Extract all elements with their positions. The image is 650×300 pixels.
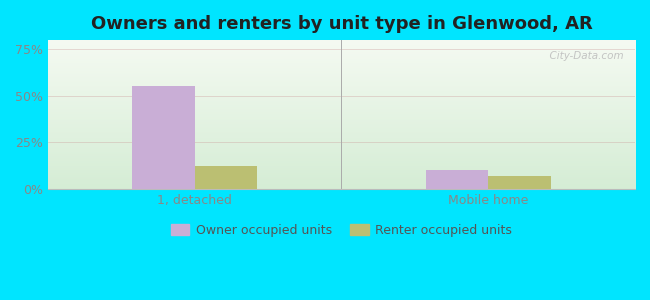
Bar xyxy=(194,167,257,189)
Bar xyxy=(426,170,488,189)
Legend: Owner occupied units, Renter occupied units: Owner occupied units, Renter occupied un… xyxy=(166,219,517,242)
Text: City-Data.com: City-Data.com xyxy=(543,50,623,61)
Bar xyxy=(132,85,194,189)
Title: Owners and renters by unit type in Glenwood, AR: Owners and renters by unit type in Glenw… xyxy=(90,15,592,33)
Bar xyxy=(488,176,551,189)
